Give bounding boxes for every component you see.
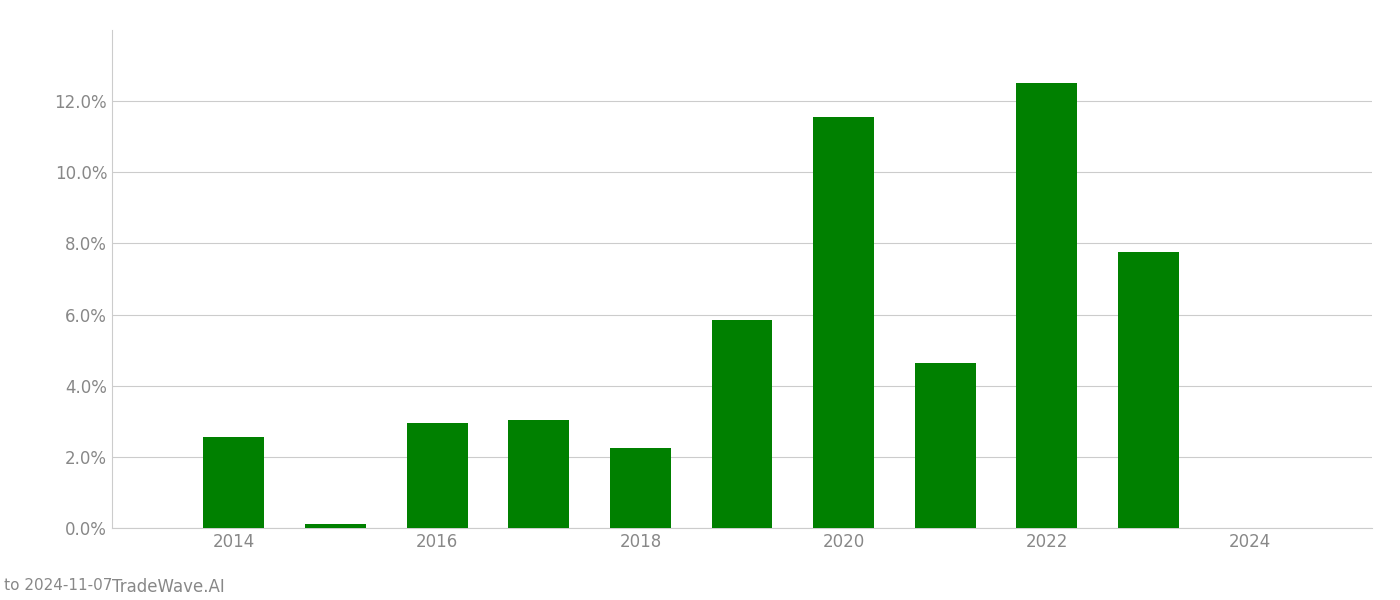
Bar	[406, 423, 468, 528]
Bar	[610, 448, 671, 528]
Bar	[914, 362, 976, 528]
Bar	[813, 117, 874, 528]
Bar	[1016, 83, 1078, 528]
Text: BA TradeWave Gain Loss Barchart - 2024-10-25 to 2024-11-07: BA TradeWave Gain Loss Barchart - 2024-1…	[0, 578, 112, 593]
Bar	[305, 524, 365, 528]
Bar	[711, 320, 773, 528]
Bar	[508, 419, 570, 528]
Bar	[1119, 253, 1179, 528]
Text: TradeWave.AI: TradeWave.AI	[112, 578, 225, 596]
Bar	[203, 437, 265, 528]
